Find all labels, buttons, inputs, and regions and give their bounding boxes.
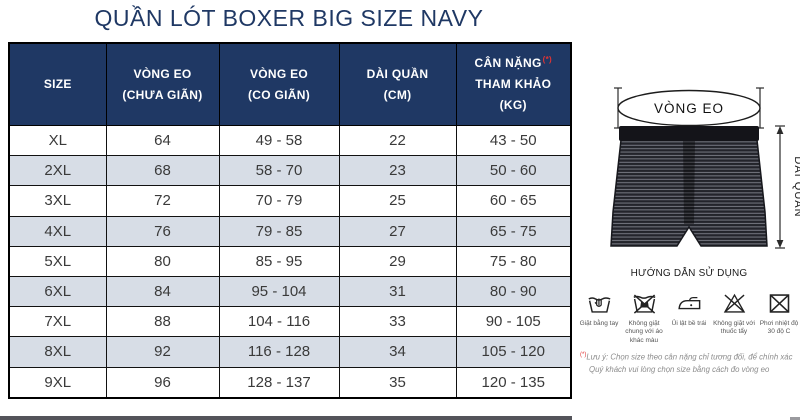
cell-size: XL — [8, 124, 107, 157]
cell-dai-quan: 27 — [338, 215, 457, 247]
size-table-body: XL 64 49 - 58 22 43 - 50 2XL 68 58 - 70 23 50 - 6… — [8, 124, 572, 399]
care-caption: Phơi nhiệt độ 30 độ C — [759, 320, 799, 336]
col-header-dai-quan: DÀI QUẦN (CM) — [338, 42, 457, 126]
cell-can-nang: 120 - 135 — [455, 366, 572, 399]
cell-can-nang: 90 - 105 — [455, 306, 572, 338]
care-item-no-bleach: Không giặt với thuốc tẩy — [712, 290, 756, 345]
care-item-handwash: Giặt bằng tay — [577, 290, 621, 345]
care-caption: Ủi lật bề trái — [671, 320, 707, 327]
waistband — [619, 126, 759, 141]
cell-dai-quan: 22 — [338, 124, 457, 157]
cell-vong-eo-co-gian: 95 - 104 — [218, 275, 340, 308]
col-header-vong-eo-co-gian: VÒNG EO (CO GIÃN) — [218, 42, 340, 126]
cell-size: 4XL — [8, 215, 107, 247]
cell-vong-eo-chua-gian: 72 — [105, 185, 220, 217]
cell-dai-quan: 23 — [338, 155, 457, 187]
cell-vong-eo-co-gian: 49 - 58 — [218, 124, 340, 157]
care-item-no-mixed-colors: Không giặt chung với áo khác màu — [622, 290, 666, 345]
cell-vong-eo-chua-gian: 84 — [105, 275, 220, 308]
care-icons-row: Giặt bằng tay Không giặt chung với áo kh… — [577, 290, 800, 345]
table-row: 6XL 84 95 - 104 31 80 - 90 — [8, 275, 572, 308]
cell-dai-quan: 33 — [338, 306, 457, 338]
cell-size: 9XL — [8, 366, 107, 399]
iron-inside-out-icon — [677, 297, 700, 310]
cell-dai-quan: 31 — [338, 275, 457, 308]
size-table: SIZE VÒNG EO (CHƯA GIÃN) VÒNG EO (CO GIÃ… — [8, 42, 572, 399]
care-caption: Giặt bằng tay — [579, 320, 619, 327]
care-item-iron: Ủi lật bề trái — [667, 290, 711, 345]
care-caption: Không giặt với thuốc tẩy — [713, 320, 755, 336]
cell-vong-eo-co-gian: 104 - 116 — [218, 306, 340, 338]
table-row: 4XL 76 79 - 85 27 65 - 75 — [8, 215, 572, 247]
table-row: XL 64 49 - 58 22 43 - 50 — [8, 124, 572, 157]
care-instructions-heading: HƯỚNG DẪN SỬ DỤNG — [630, 268, 748, 279]
table-row: 2XL 68 58 - 70 23 50 - 60 — [8, 155, 572, 187]
asterisk-marker: (*) — [542, 55, 552, 64]
length-label: DÀI QUẦN — [792, 156, 800, 217]
cell-dai-quan: 25 — [338, 185, 457, 217]
cell-can-nang: 80 - 90 — [455, 275, 572, 308]
cell-can-nang: 43 - 50 — [455, 124, 572, 157]
table-row: 7XL 88 104 - 116 33 90 - 105 — [8, 306, 572, 338]
table-row: 8XL 92 116 - 128 34 105 - 120 — [8, 336, 572, 368]
no-mixed-colors-wash-icon — [632, 294, 655, 314]
page-title: QUẦN LÓT BOXER BIG SIZE NAVY — [94, 5, 484, 31]
cell-size: 6XL — [8, 275, 107, 308]
col-header-vong-eo-chua-gian: VÒNG EO (CHƯA GIÃN) — [105, 42, 220, 126]
waist-label: VÒNG EO — [654, 101, 724, 116]
cell-can-nang: 65 - 75 — [455, 215, 572, 247]
no-bleach-icon — [723, 293, 745, 313]
cell-vong-eo-chua-gian: 88 — [105, 306, 220, 338]
length-measure-arrow — [775, 125, 785, 249]
table-row: 3XL 72 70 - 79 25 60 - 65 — [8, 185, 572, 217]
cell-dai-quan: 34 — [338, 336, 457, 368]
cell-vong-eo-co-gian: 58 - 70 — [218, 155, 340, 187]
bottom-strip — [0, 416, 572, 420]
boxer-illustration — [610, 126, 768, 247]
cell-size: 2XL — [8, 155, 107, 187]
cell-vong-eo-chua-gian: 64 — [105, 124, 220, 157]
dry-30c-icon — [769, 294, 789, 313]
cell-vong-eo-co-gian: 116 - 128 — [218, 336, 340, 368]
cell-vong-eo-co-gian: 85 - 95 — [218, 245, 340, 277]
cell-vong-eo-chua-gian: 92 — [105, 336, 220, 368]
cell-vong-eo-co-gian: 79 - 85 — [218, 215, 340, 247]
table-row: 9XL 96 128 - 137 35 120 - 135 — [8, 366, 572, 399]
care-item-dry-30c: Phơi nhiệt độ 30 độ C — [757, 290, 800, 345]
bottom-strip-corner — [790, 417, 800, 420]
cell-vong-eo-chua-gian: 68 — [105, 155, 220, 187]
table-row: 5XL 80 85 - 95 29 75 - 80 — [8, 245, 572, 277]
cell-can-nang: 75 - 80 — [455, 245, 572, 277]
size-selection-note: (*)Lưu ý: Chọn size theo cân nặng chỉ tư… — [580, 352, 793, 374]
cell-size: 5XL — [8, 245, 107, 277]
cell-vong-eo-chua-gian: 80 — [105, 245, 220, 277]
cell-dai-quan: 35 — [338, 366, 457, 399]
boxer-measurement-diagram: VÒNG EO DÀI QUẦN — [610, 87, 800, 249]
col-header-size: SIZE — [8, 42, 107, 126]
cell-vong-eo-co-gian: 70 - 79 — [218, 185, 340, 217]
cell-vong-eo-co-gian: 128 - 137 — [218, 366, 340, 399]
cell-can-nang: 50 - 60 — [455, 155, 572, 187]
cell-size: 7XL — [8, 306, 107, 338]
cell-size: 3XL — [8, 185, 107, 217]
cell-can-nang: 60 - 65 — [455, 185, 572, 217]
cell-vong-eo-chua-gian: 96 — [105, 366, 220, 399]
cell-can-nang: 105 - 120 — [455, 336, 572, 368]
cell-vong-eo-chua-gian: 76 — [105, 215, 220, 247]
col-header-can-nang: CÂN NẶNG(*) THAM KHẢO (KG) — [455, 42, 572, 126]
table-header-row: SIZE VÒNG EO (CHƯA GIÃN) VÒNG EO (CO GIÃ… — [8, 42, 572, 126]
waist-ellipse — [617, 89, 761, 127]
asterisk-marker: (*) — [580, 352, 587, 358]
handwash-icon — [587, 297, 610, 313]
care-caption: Không giặt chung với áo khác màu — [625, 320, 663, 344]
cell-dai-quan: 29 — [338, 245, 457, 277]
cell-size: 8XL — [8, 336, 107, 368]
